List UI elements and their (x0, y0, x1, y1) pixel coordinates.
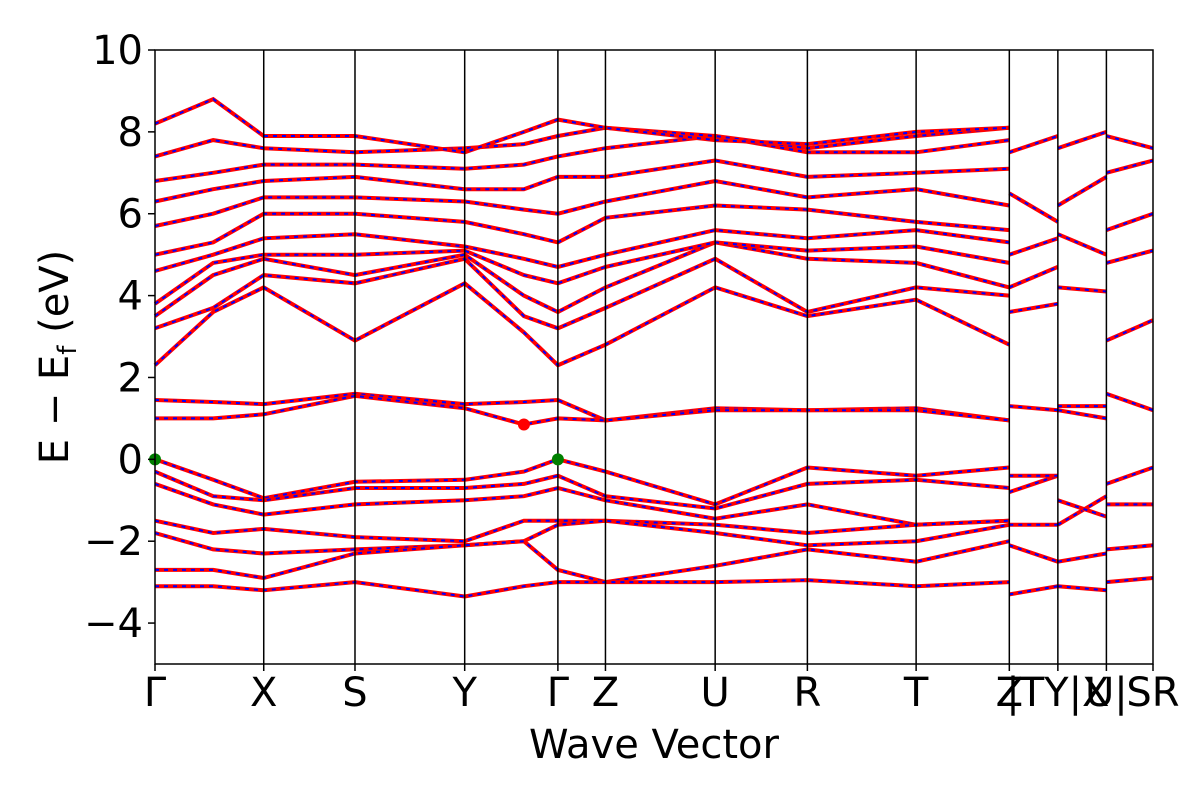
y-axis-label: E − Ef (eV) (32, 250, 83, 465)
band-segment-19-overlay (1057, 176, 1107, 207)
band-segment-9-overlay (1008, 192, 1059, 223)
band-segment-21-overlay (1106, 577, 1154, 584)
band-segment-16 (1057, 408, 1107, 421)
x-tick-label-2: S (342, 670, 367, 716)
conduction-band-9-overlay (154, 126, 1010, 158)
band-segment-5 (1009, 404, 1059, 413)
band-segment-22-overlay (1106, 544, 1154, 551)
x-tick-label-5: Z (592, 670, 619, 716)
x-tick-label-11: U| (1085, 670, 1128, 716)
band-segment-28 (1105, 211, 1154, 232)
band-segment-12 (1057, 551, 1107, 564)
conduction-band-7-overlay (154, 159, 1010, 203)
y-tick-label-1: −2 (84, 519, 143, 565)
x-tick-label-1: X (250, 670, 277, 716)
conduction-band-5-overlay (154, 204, 1010, 256)
band-segment-7 (1008, 265, 1059, 290)
x-tick-label-0: Γ (144, 670, 167, 716)
conduction-band-0 (153, 280, 1011, 368)
band-segment-11 (1057, 584, 1107, 593)
band-segment-20 (1057, 130, 1108, 151)
valence-band-7-overlay (155, 540, 1010, 584)
band-segment-17 (1057, 285, 1107, 294)
kpoint-lines-layer (262, 50, 1108, 664)
conduction-band-2-overlay (154, 241, 1010, 317)
conduction-band-8-overlay (154, 134, 1010, 182)
y-tick-label-6: 8 (118, 110, 143, 156)
y-tick-label-0: −4 (84, 601, 143, 647)
x-tick-label-12: SR (1126, 670, 1179, 716)
conduction-band-3-overlay (154, 241, 1010, 305)
band-segment-27 (1105, 248, 1154, 265)
y-axis-label-main: E − E (32, 355, 78, 465)
band-segment-29 (1105, 158, 1154, 175)
band-segment-14 (1057, 498, 1108, 519)
conduction-band-10 (154, 96, 1010, 155)
y-tick-label-7: 10 (92, 28, 143, 74)
y-tick-label-2: 0 (118, 437, 143, 483)
y-axis-ticks: −4 −2 0 2 4 6 8 10 (84, 28, 155, 647)
valence-band-4-overlay (154, 482, 1010, 526)
band-segment-26 (1105, 318, 1154, 343)
extrema-markers-layer (149, 418, 564, 466)
bands-layer (153, 96, 1154, 599)
y-tick-label-5: 6 (118, 192, 143, 238)
valence-band-1-overlay (155, 394, 1010, 426)
x-tick-label-4: Γ (547, 670, 570, 716)
x-tick-label-10: |TY|X (1006, 670, 1109, 716)
band-segment-3 (1008, 473, 1059, 494)
conduction-band-7 (154, 158, 1010, 204)
valence-band-2-overlay (154, 458, 1010, 506)
band-segment-0 (1008, 584, 1059, 597)
valence-band-4 (154, 482, 1010, 527)
valence-band-6-overlay (154, 519, 1010, 555)
band-segment-18 (1057, 232, 1108, 257)
band-segment-6 (1008, 301, 1059, 314)
band-segment-1 (1008, 543, 1059, 564)
x-tick-label-8: T (903, 670, 929, 716)
y-axis-label-unit: (eV) (32, 250, 78, 346)
valence-band-0 (154, 391, 1010, 423)
band-segment-10 (1008, 134, 1059, 155)
x-tick-label-9: Z (996, 670, 1023, 716)
valence-band-3-overlay (154, 470, 1010, 510)
valence-band-5-overlay (154, 519, 1010, 543)
conduction-band-4 (154, 228, 1010, 273)
conduction-band-1-overlay (154, 257, 1010, 330)
x-axis-label: Wave Vector (529, 722, 780, 768)
cbm-marker (517, 418, 530, 431)
y-tick-label-4: 4 (118, 274, 143, 320)
conduction-band-10-overlay (154, 97, 1010, 154)
band-segment-24 (1105, 465, 1154, 486)
valence-band-8-overlay (155, 579, 1010, 598)
band-segment-25 (1105, 391, 1154, 413)
y-tick-label-3: 2 (118, 355, 143, 401)
vbm-marker-gamma-2 (551, 453, 564, 466)
band-segment-30 (1105, 134, 1154, 151)
valence-band-3 (154, 469, 1010, 511)
x-tick-label-3: Y (451, 670, 477, 716)
y-axis-label-sub: f (53, 345, 83, 355)
band-segment-8 (1008, 236, 1059, 257)
conduction-band-6-overlay (154, 179, 1010, 227)
x-tick-label-7: R (793, 670, 821, 716)
x-axis-ticks: Γ X S Y Γ Z U R T Z|TY|XU|SR (144, 664, 1180, 716)
x-tick-label-6: U (701, 670, 730, 716)
plot-frame (154, 49, 1154, 665)
